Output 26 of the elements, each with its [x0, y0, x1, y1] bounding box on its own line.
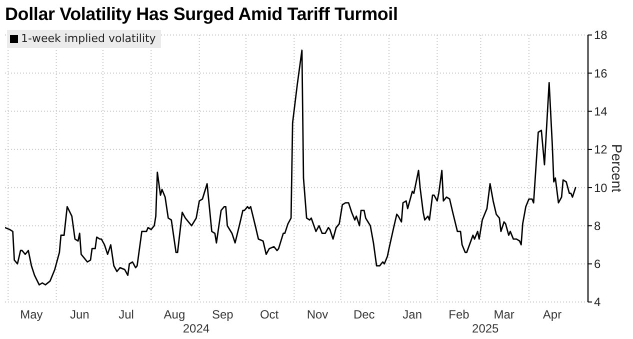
y-tick-label: 16 — [594, 66, 608, 80]
y-tick-label: 12 — [594, 142, 608, 157]
x-tick-label: Mar — [494, 308, 514, 322]
y-tick-label: 6 — [594, 257, 601, 272]
x-tick-label: Jun — [70, 308, 90, 322]
legend-label: 1-week implied volatility — [21, 32, 156, 46]
y-tick-label: 18 — [594, 28, 608, 42]
y-tick-label: 8 — [594, 218, 601, 233]
y-tick-label: 10 — [594, 180, 608, 195]
line-series — [5, 50, 576, 286]
y-tick-label: 4 — [594, 295, 601, 310]
x-tick-label: Aug — [164, 308, 186, 322]
y-axis-title: Percent — [609, 144, 625, 193]
x-tick-label: Jan — [402, 308, 422, 322]
chart-title: Dollar Volatility Has Surged Amid Tariff Turmoil — [5, 4, 398, 24]
x-tick-label: May — [20, 308, 43, 322]
x2-tick-label: 2025 — [472, 322, 500, 336]
x-tick-label: Nov — [306, 308, 328, 322]
x-tick-label: Oct — [260, 308, 280, 322]
x-tick-label: Feb — [448, 308, 470, 322]
x-tick-label: Dec — [353, 308, 375, 322]
x2-tick-label: 2024 — [182, 322, 210, 336]
x-tick-label: Jul — [118, 308, 134, 322]
y-tick-label: 14 — [594, 104, 608, 118]
x-tick-label: Apr — [542, 308, 562, 322]
x-tick-label: Sep — [212, 308, 234, 322]
